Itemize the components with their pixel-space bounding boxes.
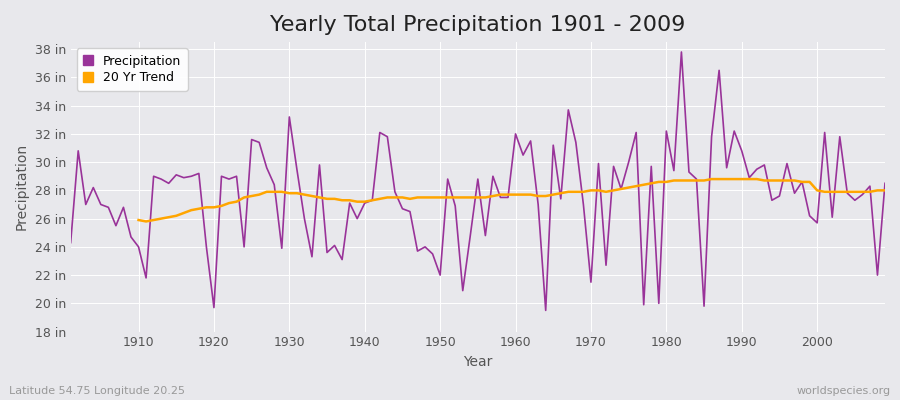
X-axis label: Year: Year (464, 355, 492, 369)
20 Yr Trend (140, 219, 151, 224)
20 Yr Trend (526, 192, 536, 197)
20 Yr Trend (284, 191, 294, 196)
Y-axis label: Precipitation: Precipitation (15, 143, 29, 230)
Precipitation (337, 257, 347, 262)
Line: 20 Yr Trend: 20 Yr Trend (139, 179, 885, 222)
20 Yr Trend (706, 177, 717, 182)
Text: worldspecies.org: worldspecies.org (796, 386, 891, 396)
Precipitation (510, 132, 521, 136)
Title: Yearly Total Precipitation 1901 - 2009: Yearly Total Precipitation 1901 - 2009 (270, 15, 686, 35)
Precipitation (608, 164, 619, 169)
20 Yr Trend (586, 188, 597, 193)
Precipitation (540, 308, 551, 313)
20 Yr Trend (834, 189, 845, 194)
Line: Precipitation: Precipitation (71, 52, 885, 310)
Text: Latitude 54.75 Longitude 20.25: Latitude 54.75 Longitude 20.25 (9, 386, 185, 396)
Precipitation (879, 181, 890, 186)
Precipitation (126, 234, 137, 239)
Precipitation (502, 195, 513, 200)
Precipitation (292, 167, 302, 172)
Precipitation (676, 50, 687, 54)
20 Yr Trend (314, 195, 325, 200)
Legend: Precipitation, 20 Yr Trend: Precipitation, 20 Yr Trend (76, 48, 188, 91)
20 Yr Trend (857, 189, 868, 194)
Precipitation (66, 240, 77, 245)
20 Yr Trend (879, 188, 890, 193)
20 Yr Trend (133, 218, 144, 222)
